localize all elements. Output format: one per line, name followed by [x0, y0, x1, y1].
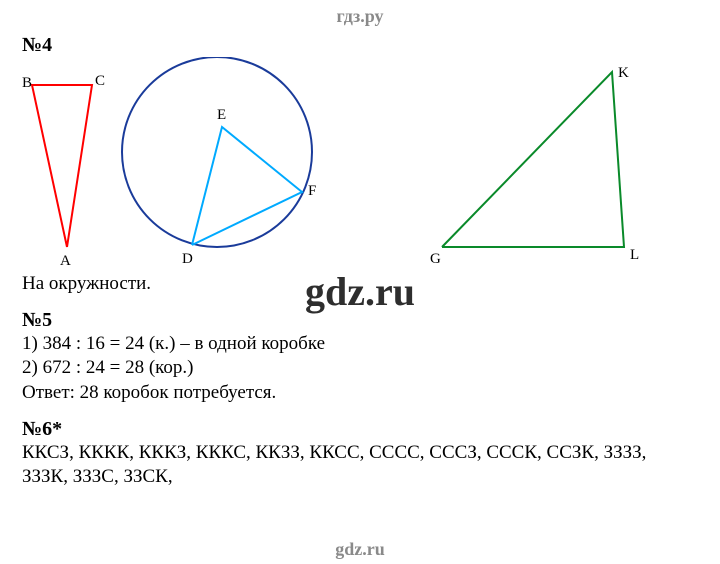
problem-4-diagram: A B C D E F G K L [22, 57, 698, 272]
triangle-gkl [442, 72, 624, 247]
label-g: G [430, 251, 441, 267]
problem-5-line1: 1) 384 : 16 = 24 (к.) – в одной коробке [22, 332, 698, 357]
content-area: №4 A B C D E F G K L На окружности. №5 1… [22, 34, 698, 490]
triangle-def [192, 127, 302, 245]
page-footer: gdz.ru [0, 539, 720, 560]
problem-6-line2: ЗЗЗК, ЗЗЗС, ЗЗСК, [22, 465, 698, 490]
problem-5-block: №5 1) 384 : 16 = 24 (к.) – в одной короб… [22, 309, 698, 406]
problem-5-heading: №5 [22, 309, 698, 332]
circle-shape [122, 57, 312, 247]
problem-6-line1: ККСЗ, КККК, КККЗ, КККС, ККЗЗ, ККСС, СССС… [22, 441, 698, 466]
label-l: L [630, 247, 639, 263]
label-c: C [95, 73, 105, 89]
geometry-svg: A B C D E F G K L [22, 57, 698, 272]
problem-6-block: №6* ККСЗ, КККК, КККЗ, КККС, ККЗЗ, ККСС, … [22, 418, 698, 490]
problem-6-heading: №6* [22, 418, 698, 441]
problem-5-answer: Ответ: 28 коробок потребуется. [22, 381, 698, 406]
label-d: D [182, 251, 193, 267]
problem-4-caption: На окружности. [22, 272, 698, 297]
problem-4-heading: №4 [22, 34, 698, 57]
triangle-abc [32, 85, 92, 247]
problem-5-line2: 2) 672 : 24 = 28 (кор.) [22, 356, 698, 381]
label-a: A [60, 253, 71, 269]
label-e: E [217, 107, 226, 123]
label-k: K [618, 65, 629, 81]
page-header: гдз.ру [0, 6, 720, 27]
label-f: F [308, 183, 316, 199]
label-b: B [22, 75, 32, 91]
